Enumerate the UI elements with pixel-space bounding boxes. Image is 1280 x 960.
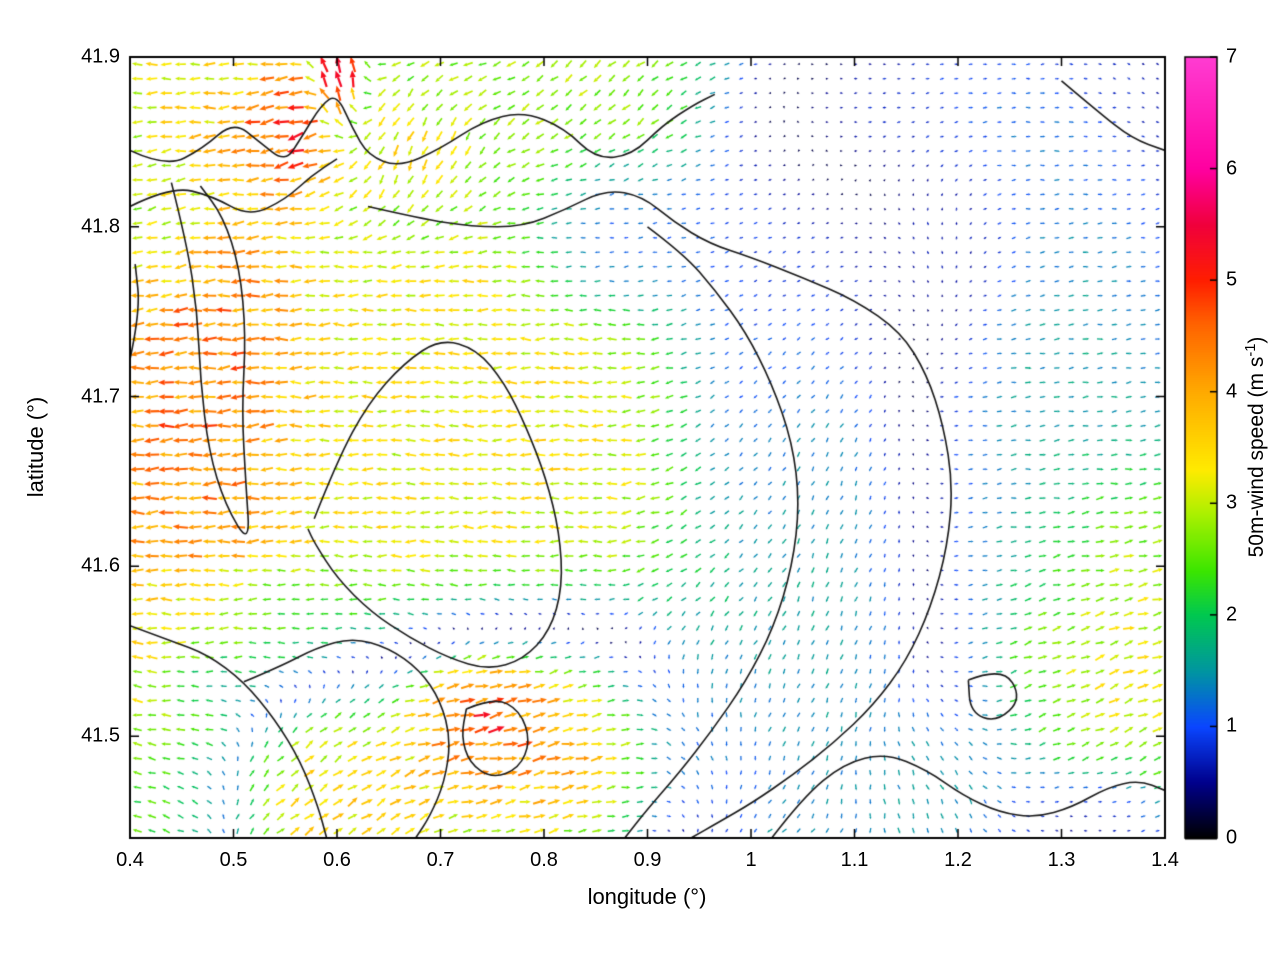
y-tick-label: 41.9 <box>81 45 120 68</box>
x-tick-label: 0.5 <box>219 849 248 871</box>
colorbar-tick-label: 5 <box>1226 268 1238 291</box>
y-tick-label: 41.7 <box>81 385 120 408</box>
y-axis-label: latitude (°) <box>23 396 48 498</box>
x-tick-label: 1.1 <box>840 849 869 871</box>
x-tick-label: 1 <box>745 849 757 871</box>
x-tick-label: 0.7 <box>426 849 455 871</box>
y-tick-label: 41.6 <box>81 554 120 577</box>
colorbar-tick-label: 7 <box>1226 45 1238 68</box>
x-tick-label: 1.3 <box>1047 849 1076 871</box>
x-tick-label: 1.4 <box>1151 849 1179 871</box>
colorbar-label-text: 50m-wind speed (m s <box>1245 356 1268 558</box>
colorbar-tick-label: 1 <box>1226 714 1238 737</box>
x-tick-label: 1.2 <box>944 849 972 871</box>
x-tick-label: 0.9 <box>633 849 662 871</box>
y-tick-label: 41.8 <box>81 215 120 238</box>
colorbar-tick-label: 3 <box>1226 491 1238 514</box>
colorbar-tick-label: 0 <box>1226 826 1238 849</box>
colorbar-tick-label: 6 <box>1226 157 1238 180</box>
x-axis-label: longitude (°) <box>587 884 707 909</box>
colorbar-label: 50m-wind speed (m s-1) <box>1243 337 1269 558</box>
colorbar-label-superscript: -1 <box>1243 343 1259 357</box>
x-tick-label: 0.4 <box>116 849 144 871</box>
colorbar-label-suffix: ) <box>1245 336 1268 344</box>
colorbar-tick-label: 2 <box>1226 603 1238 626</box>
y-tick-label: 41.5 <box>81 724 120 747</box>
colorbar-tick-label: 4 <box>1226 380 1238 403</box>
x-tick-label: 0.6 <box>323 849 351 871</box>
x-tick-label: 0.8 <box>530 849 558 871</box>
